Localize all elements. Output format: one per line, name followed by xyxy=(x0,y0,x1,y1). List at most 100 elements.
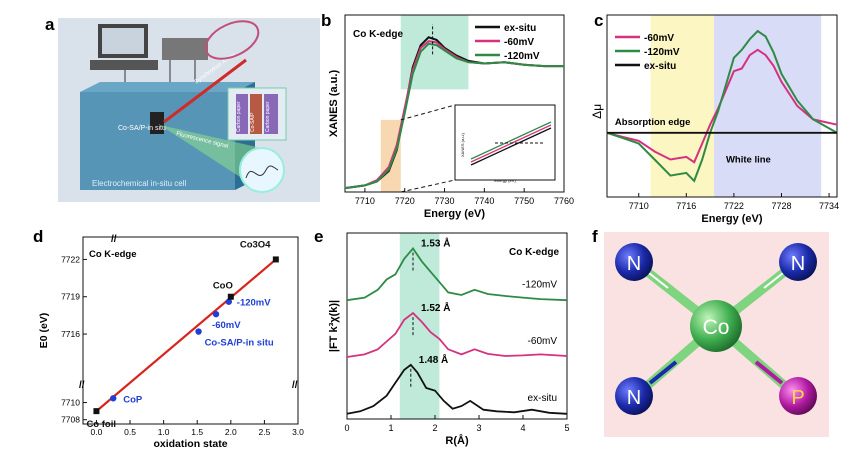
keyboard-icon xyxy=(90,60,158,70)
panel-letter-b: b xyxy=(321,11,331,30)
co-atom-label: Co xyxy=(703,316,730,339)
panel-f: f Co N N N P xyxy=(592,227,829,437)
zoom-connector xyxy=(400,104,456,121)
panel-d: d Co foil CoP Co-SA/P-in situ -60mV -120mV Co… xyxy=(33,227,304,450)
series-line--60mV xyxy=(606,48,838,164)
monitor-screen xyxy=(102,28,144,54)
layer-1 xyxy=(236,94,248,134)
legend-label: ex-situ xyxy=(644,61,676,72)
legend-label: -120mV xyxy=(504,51,540,62)
y-axis-label: XANES (a.u.) xyxy=(328,70,340,138)
plot-frame xyxy=(82,236,299,425)
y-tick-label: 7722 xyxy=(61,254,80,264)
series-line--60mV xyxy=(346,311,568,358)
x-tick-label: 7734 xyxy=(819,201,839,211)
axis-break: // xyxy=(79,380,85,391)
x-tick-label: 1 xyxy=(388,423,393,433)
inset-line xyxy=(470,121,552,160)
bond-arrow xyxy=(754,360,784,385)
synchrotron-ring xyxy=(204,20,260,60)
data-point-sample xyxy=(212,310,220,318)
point-label: Co3O4 xyxy=(240,239,271,250)
y-axis-label: E0 (eV) xyxy=(38,313,50,349)
n-atom-label: N xyxy=(627,253,641,275)
electrochemical-cell xyxy=(80,92,235,190)
bond-arrow xyxy=(648,360,678,385)
x-tick-label: 3.0 xyxy=(292,427,304,437)
inset-line xyxy=(470,127,552,166)
xray-beam xyxy=(163,58,247,124)
potentiostat-icon xyxy=(162,38,208,60)
series-line--120mV xyxy=(346,247,568,302)
panel-letter-f: f xyxy=(592,227,598,246)
x-tick-label: 0.5 xyxy=(124,427,136,437)
co-atom xyxy=(690,300,742,352)
n-atom xyxy=(615,377,653,415)
panel-letter-d: d xyxy=(33,227,43,246)
point-label: Co foil xyxy=(86,419,116,430)
series-line--120mV xyxy=(344,42,564,190)
p-atom xyxy=(779,377,817,415)
detector-spectrum xyxy=(245,165,279,179)
inset-x-label: Energy (eV) xyxy=(494,178,516,183)
n-atom xyxy=(615,243,653,281)
y-tick-label: 7710 xyxy=(61,398,80,408)
axis-break: // xyxy=(292,380,298,391)
x-tick-label: 2.5 xyxy=(258,427,270,437)
series-label: -120mV xyxy=(522,279,557,290)
x-tick-label: 7760 xyxy=(554,196,574,206)
y-tick-label: 7708 xyxy=(61,415,80,425)
detector-circle xyxy=(239,147,285,193)
fit-line xyxy=(95,258,277,412)
peak-label: 1.52 Å xyxy=(421,301,450,314)
x-axis-label: Energy (eV) xyxy=(424,208,485,220)
x-tick-label: 7722 xyxy=(724,201,744,211)
point-label: -120mV xyxy=(237,298,271,309)
chart-b: Energy (eV) XANES (a.u.) 7710 7720 7730 7740 7… xyxy=(328,14,574,220)
x-tick-label: 7740 xyxy=(474,196,494,206)
panel-letter-e: e xyxy=(314,227,323,246)
point-label: CoP xyxy=(123,394,143,405)
legend-label: -120mV xyxy=(644,47,680,58)
layer-label: Carbon paper xyxy=(236,101,242,132)
n-atom-label: N xyxy=(627,387,641,409)
y-axis-label: Δμ xyxy=(590,104,604,119)
x-tick-label: 3 xyxy=(476,423,481,433)
region-label: Absorption edge xyxy=(615,117,690,128)
region-label: White line xyxy=(726,155,771,166)
x-tick-label: 4 xyxy=(520,423,525,433)
legend-label: ex-situ xyxy=(504,23,536,34)
axis-break: // xyxy=(111,234,117,245)
plot-frame xyxy=(606,14,838,198)
x-tick-label: 7750 xyxy=(514,196,534,206)
point-label: Co-SA/P-in situ xyxy=(205,338,274,349)
x-tick-label: 2.0 xyxy=(225,427,237,437)
data-point-sample xyxy=(225,298,232,305)
data-point-reference xyxy=(227,293,234,300)
point-label: -60mV xyxy=(212,320,241,331)
panel-letter-a: a xyxy=(45,15,55,34)
y-tick-label: 7719 xyxy=(61,292,80,302)
plot-frame xyxy=(346,232,568,420)
highlight-band-orange xyxy=(380,119,401,192)
data-point-reference xyxy=(272,256,279,263)
peak-label: 1.48 Å xyxy=(419,353,448,366)
working-electrode xyxy=(150,112,164,134)
x-axis-label: Energy (eV) xyxy=(701,213,762,225)
x-tick-label: 7716 xyxy=(676,201,696,211)
panel-a: a Co-SA/P-in situ Electrochemical in-sit… xyxy=(45,15,320,202)
x-tick-label: 7720 xyxy=(395,196,415,206)
chart-d: Co foil CoP Co-SA/P-in situ -60mV -120mV CoO C… xyxy=(38,234,304,450)
x-tick-label: 2 xyxy=(432,423,437,433)
legend-label: -60mV xyxy=(504,37,534,48)
layer-label: Co-SA/P xyxy=(250,112,256,132)
plot-frame xyxy=(344,14,565,193)
x-tick-label: 1.5 xyxy=(191,427,203,437)
x-tick-label: 0.0 xyxy=(91,427,103,437)
x-tick-label: 7730 xyxy=(435,196,455,206)
we-label: Co-SA/P-in situ xyxy=(118,125,166,132)
x-tick-label: 1.0 xyxy=(158,427,170,437)
peak-label: 1.53 Å xyxy=(421,237,450,250)
chart-e: 1.53 Å -120mV 1.52 Å -60mV 1.48 Å ex-situ 0 1 2 3… xyxy=(328,232,570,447)
